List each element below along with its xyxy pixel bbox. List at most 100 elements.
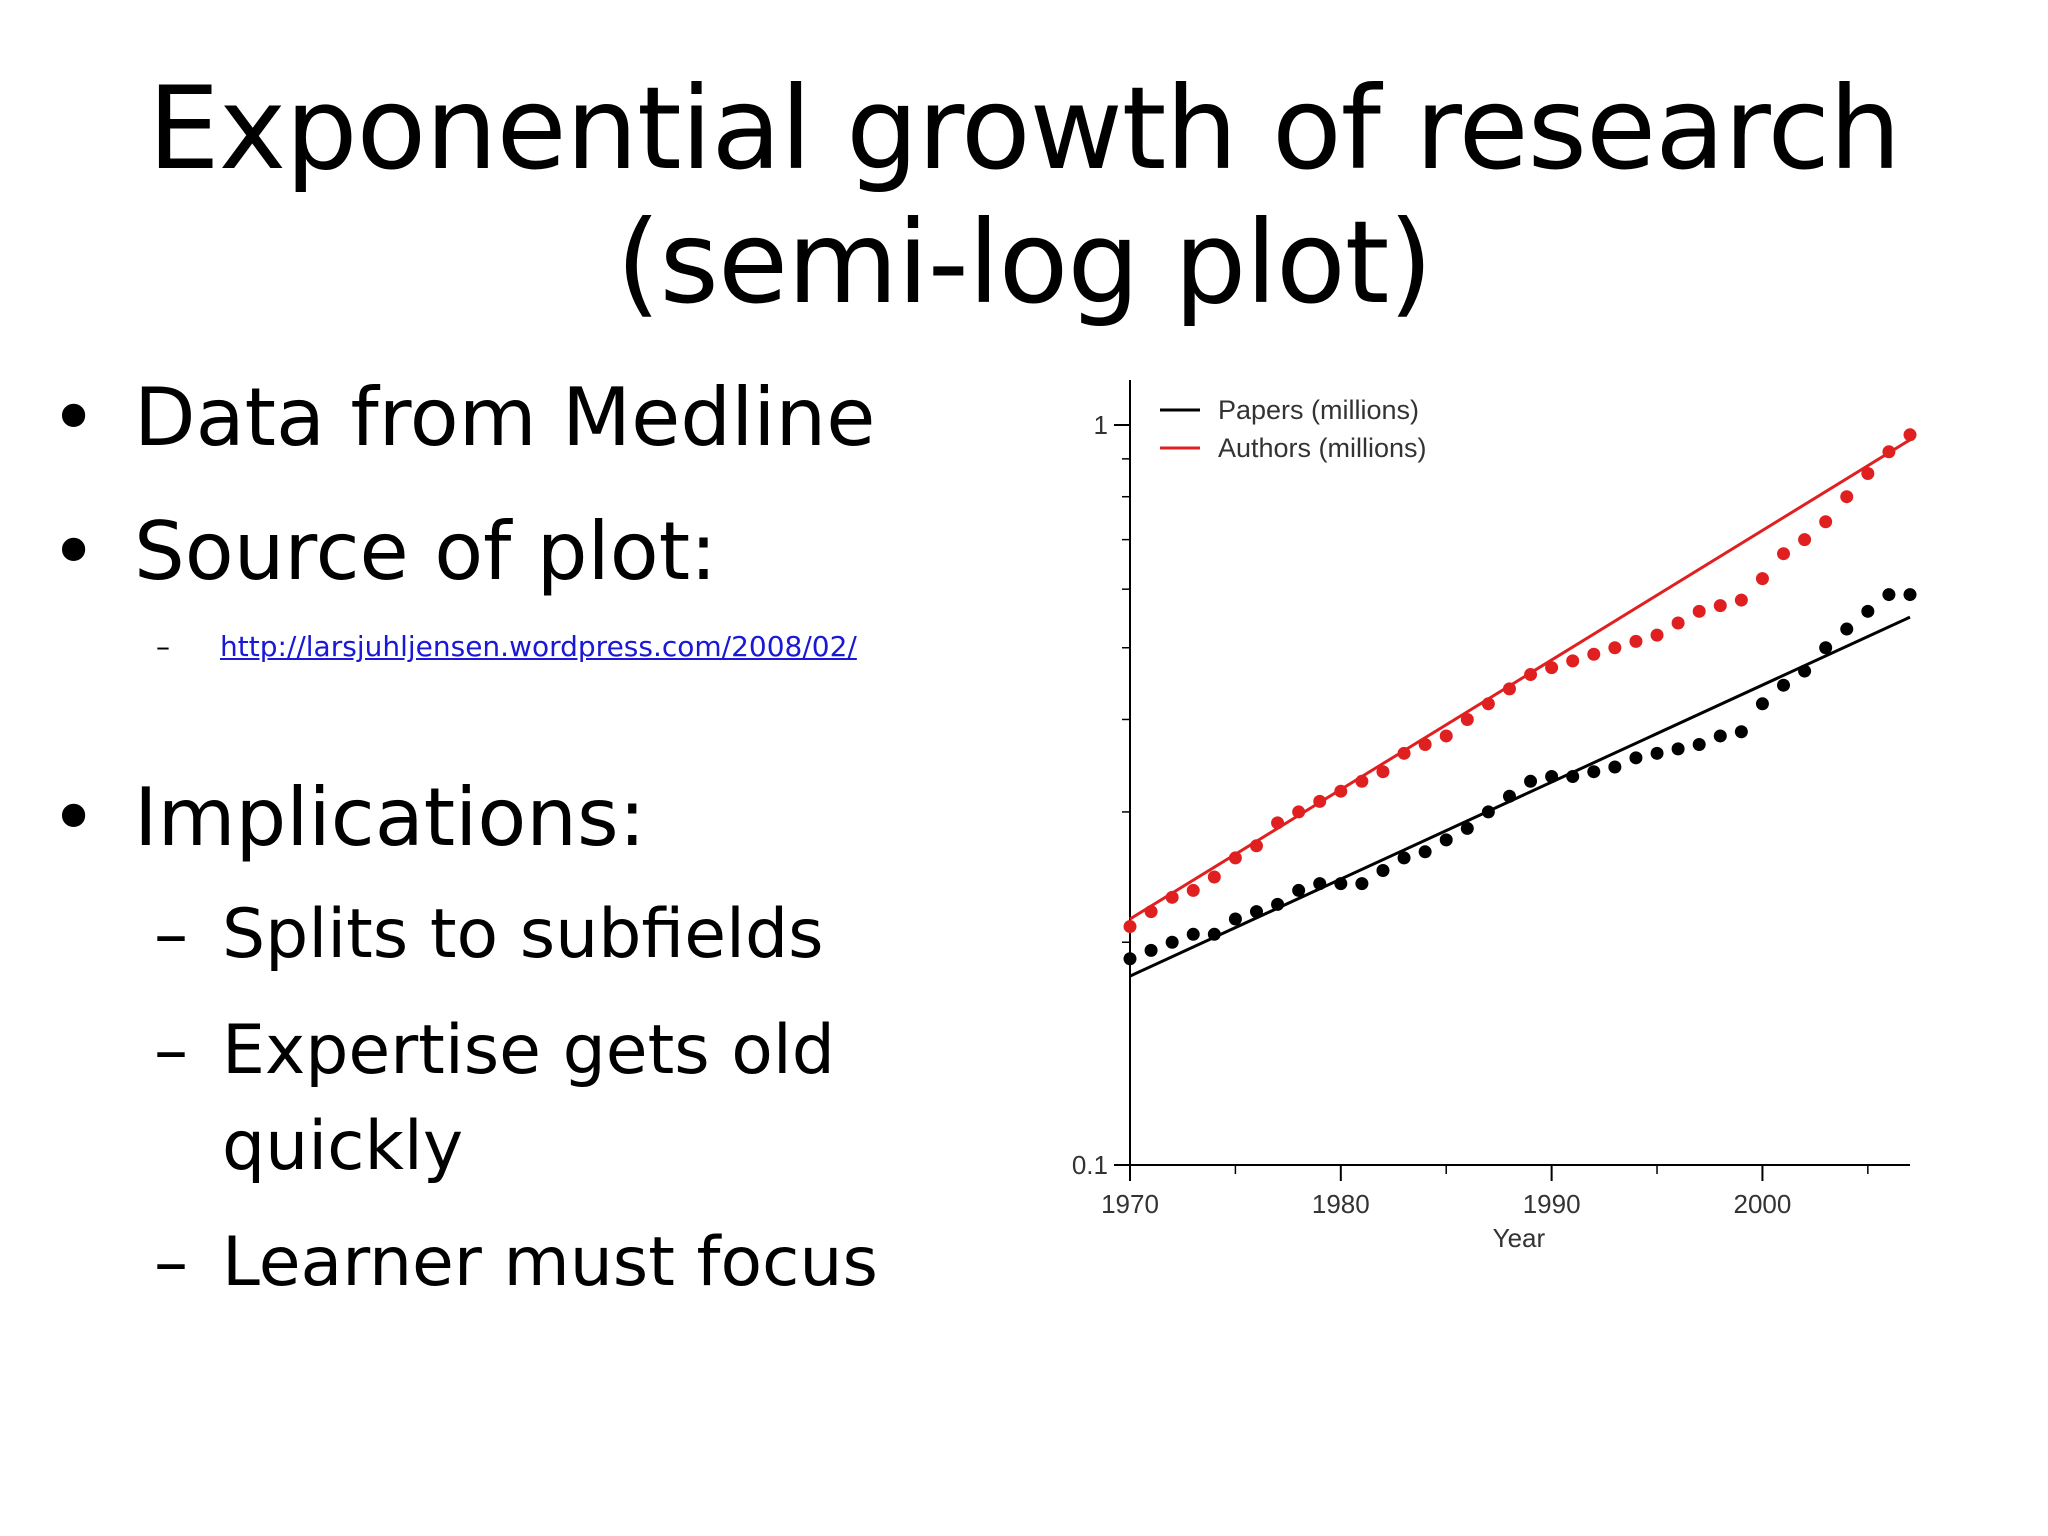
data-point	[1418, 738, 1432, 752]
sub-bullet-text: Expertise gets old	[222, 1011, 835, 1090]
x-tick-label: 2000	[1734, 1189, 1792, 1219]
data-point	[1629, 751, 1643, 765]
data-point	[1692, 604, 1706, 618]
data-point	[1186, 883, 1200, 897]
data-point	[1840, 622, 1854, 636]
data-point	[1249, 839, 1263, 853]
data-point	[1903, 428, 1917, 442]
data-point	[1882, 445, 1896, 459]
slide-title-line-2: (semi-log plot)	[616, 196, 1433, 329]
data-point	[1545, 769, 1559, 783]
data-point	[1713, 599, 1727, 613]
data-point	[1334, 877, 1348, 891]
data-point	[1439, 833, 1453, 847]
sub-bullet-marker: –	[156, 630, 170, 663]
trend-line	[1129, 438, 1911, 921]
data-point	[1144, 943, 1158, 957]
sub-bullet-text: Learner must focus	[222, 1223, 878, 1302]
data-point	[1734, 725, 1748, 739]
data-point	[1777, 678, 1791, 692]
data-point	[1144, 905, 1158, 919]
data-point	[1650, 746, 1664, 760]
sub-bullet-marker: –	[154, 1223, 188, 1302]
legend-label: Papers (millions)	[1218, 395, 1419, 425]
y-tick-label: 0.1	[1072, 1150, 1108, 1180]
data-point	[1376, 864, 1390, 878]
data-point	[1397, 746, 1411, 760]
data-point	[1671, 742, 1685, 756]
bullet-marker: •	[50, 771, 98, 864]
data-point	[1861, 604, 1875, 618]
x-axis-label: Year	[1493, 1223, 1546, 1253]
data-point	[1502, 682, 1516, 696]
data-point	[1271, 816, 1285, 830]
data-point	[1798, 533, 1812, 547]
bullet-text: Data from Medline	[134, 371, 876, 464]
bullet-text: Source of plot:	[134, 505, 718, 598]
trend-line	[1129, 615, 1911, 978]
data-point	[1903, 588, 1917, 602]
data-point	[1650, 628, 1664, 642]
trend-lines	[1129, 438, 1911, 978]
sub-bullet-marker: –	[154, 895, 188, 974]
bullet-marker: •	[50, 371, 98, 464]
data-point	[1334, 784, 1348, 798]
data-point	[1861, 466, 1875, 480]
data-point	[1228, 851, 1242, 865]
data-point	[1165, 935, 1179, 949]
data-point	[1524, 774, 1538, 788]
data-point	[1882, 588, 1896, 602]
data-point	[1376, 765, 1390, 779]
bullet-text: Implications:	[134, 771, 646, 864]
slide-title: Exponential growth of research (semi-log…	[100, 62, 1948, 330]
data-point	[1819, 641, 1833, 655]
data-point	[1355, 877, 1369, 891]
data-point	[1397, 851, 1411, 865]
source-link[interactable]: http://larsjuhljensen.wordpress.com/2008…	[220, 630, 857, 663]
data-point	[1207, 927, 1221, 941]
data-point	[1819, 515, 1833, 529]
data-point	[1123, 952, 1137, 966]
data-points	[1123, 428, 1917, 966]
data-point	[1481, 697, 1495, 711]
data-point	[1228, 912, 1242, 926]
data-point	[1545, 661, 1559, 675]
data-point	[1439, 729, 1453, 743]
data-point	[1481, 805, 1495, 819]
chart-legend: Papers (millions) Authors (millions)	[1160, 395, 1427, 463]
data-point	[1608, 760, 1622, 774]
data-point	[1777, 547, 1791, 561]
sub-bullet-marker: –	[154, 1011, 188, 1090]
data-point	[1566, 769, 1580, 783]
data-point	[1755, 697, 1769, 711]
data-point	[1355, 774, 1369, 788]
bullet-marker: •	[50, 505, 98, 598]
data-point	[1249, 905, 1263, 919]
data-point	[1587, 765, 1601, 779]
sub-bullet-text: quickly	[222, 1107, 464, 1186]
data-point	[1671, 616, 1685, 630]
data-point	[1502, 789, 1516, 803]
data-point	[1313, 877, 1327, 891]
data-point	[1524, 668, 1538, 682]
data-point	[1460, 821, 1474, 835]
data-point	[1207, 870, 1221, 884]
data-point	[1292, 805, 1306, 819]
data-point	[1692, 738, 1706, 752]
semi-log-chart: 1 0.1 1970 1980 1990 2000 Year Papers (million…	[1072, 380, 1917, 1253]
x-tick-label: 1980	[1312, 1189, 1370, 1219]
sub-bullet-text: Splits to subfields	[222, 895, 824, 974]
data-point	[1271, 897, 1285, 911]
data-point	[1292, 883, 1306, 897]
data-point	[1165, 890, 1179, 904]
x-tick-label: 1990	[1523, 1189, 1581, 1219]
x-tick-label: 1970	[1101, 1189, 1159, 1219]
legend-label: Authors (millions)	[1218, 433, 1427, 463]
chart-axes: 1 0.1 1970 1980 1990 2000 Year	[1072, 380, 1910, 1253]
data-point	[1418, 845, 1432, 859]
data-point	[1608, 641, 1622, 655]
data-point	[1186, 927, 1200, 941]
data-point	[1123, 920, 1137, 934]
data-point	[1629, 634, 1643, 648]
